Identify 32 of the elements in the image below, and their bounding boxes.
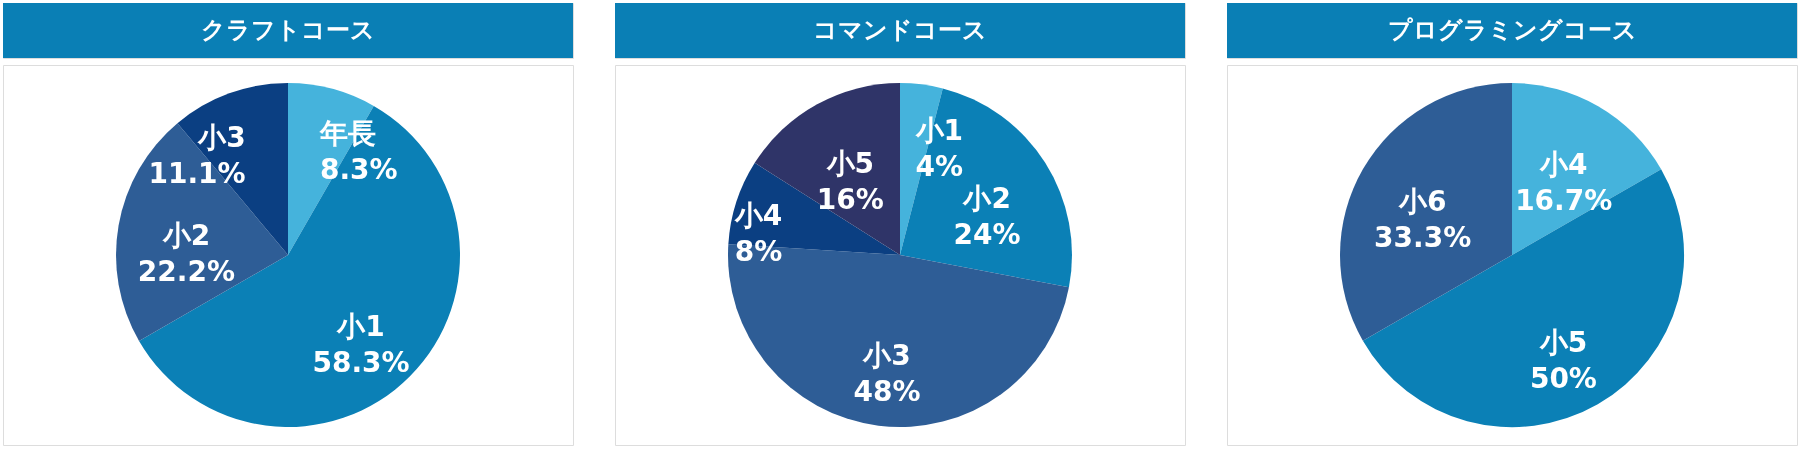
data-label: 58.3% [312, 345, 410, 379]
slice-label: 小5 [825, 146, 875, 180]
data-label: 16% [816, 182, 884, 216]
data-label: 4% [915, 150, 964, 184]
slice-label: 小6 [1397, 185, 1447, 219]
slice-label: 年長 [318, 117, 376, 151]
data-label: 16.7% [1515, 183, 1613, 217]
slice-label: 小1 [914, 114, 964, 148]
slice-label: 小4 [733, 198, 783, 232]
data-label: 8.3% [319, 153, 398, 187]
data-label: 22.2% [137, 255, 235, 289]
data-label: 50% [1529, 362, 1597, 396]
data-label: 24% [953, 217, 1021, 251]
pie-slice [900, 88, 1072, 288]
pie-slice [139, 105, 460, 427]
data-label: 8% [734, 234, 783, 268]
slice-label: 小2 [962, 181, 1011, 215]
data-label: 11.1% [148, 156, 246, 190]
slice-label: 小3 [197, 120, 246, 154]
chart-title: コマンドコース [813, 15, 987, 44]
data-label: 48% [853, 375, 921, 409]
pie-slice [1340, 83, 1512, 341]
pie-slice [1512, 83, 1662, 255]
slice-label: 小1 [336, 309, 385, 343]
slice-label: 小5 [1538, 326, 1588, 360]
chart-title: プログラミングコース [1387, 15, 1637, 44]
slice-label: 小3 [862, 339, 911, 373]
slice-label: 小2 [161, 219, 211, 253]
chart-title: クラフトコース [201, 15, 375, 44]
data-label: 33.3% [1374, 221, 1472, 255]
slice-label: 小4 [1538, 147, 1588, 181]
pie-slice [116, 123, 288, 341]
